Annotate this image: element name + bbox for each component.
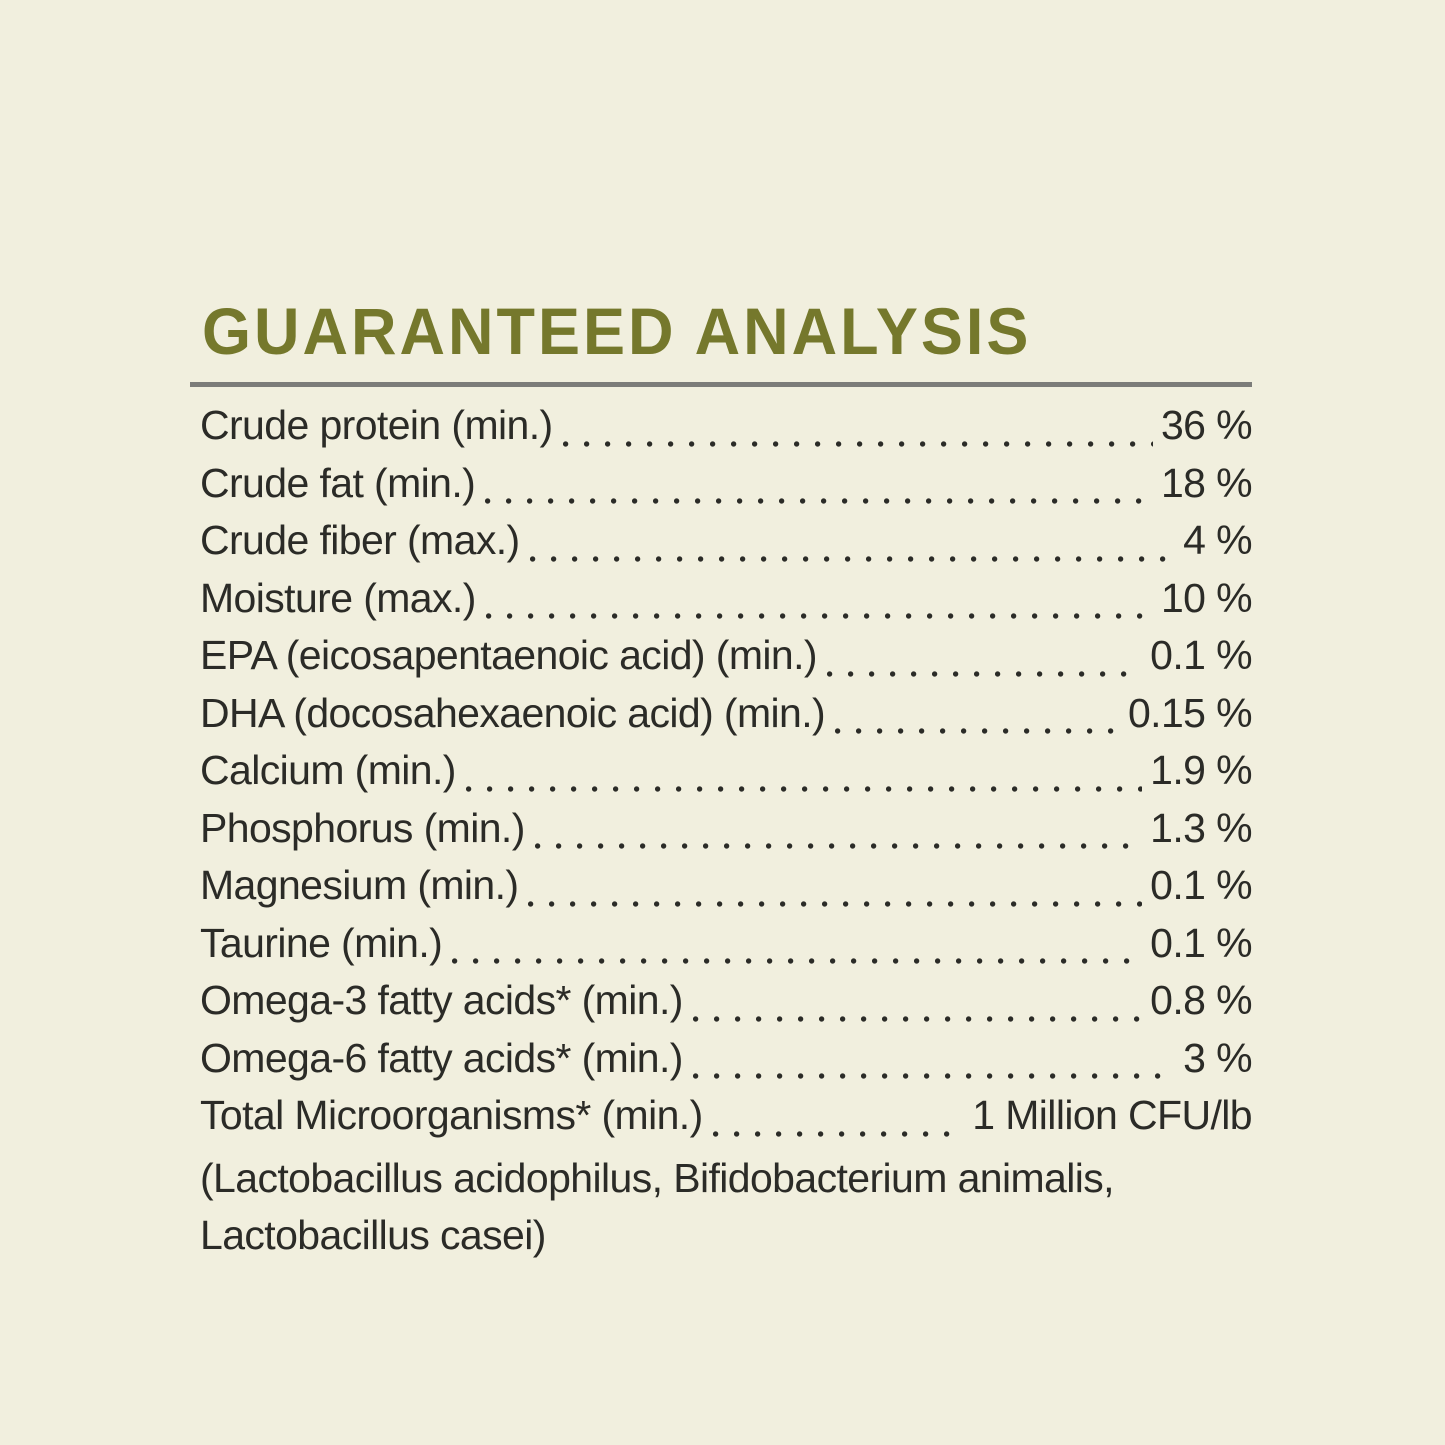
nutrient-value: 1.3 % [1150,804,1252,851]
dot-leader [692,1015,1143,1022]
nutrient-value: 1.9 % [1150,747,1252,793]
dot-leader [465,785,1143,792]
analysis-row: Moisture (max.) 10 % [200,574,1253,633]
nutrient-value: 0.15 % [1127,689,1253,736]
nutrient-label: Moisture (max.) [200,574,476,621]
nutrient-value: 0.1 % [1150,862,1252,908]
nutrient-label: EPA (eicosapentaenoic acid) (min.) [200,632,818,678]
dot-leader [826,670,1143,677]
nutrient-value: 4 % [1183,517,1252,563]
dot-leader [485,498,1153,504]
nutrient-label: Omega-6 fatty acids* (min.) [200,1034,683,1081]
nutrient-value: 18 % [1160,459,1253,506]
title-divider [190,382,1252,387]
nutrient-label: Phosphorus (min.) [200,804,525,851]
dot-leader [562,440,1153,447]
analysis-row: EPA (eicosapentaenoic acid) (min.) 0.1 % [200,632,1253,690]
nutrient-label: Crude fiber (max.) [200,517,520,563]
nutrient-label: Crude protein (min.) [200,402,553,448]
nutrient-value: 0.8 % [1150,977,1252,1023]
nutrient-label: Total Microorganisms* (min.) [200,1092,703,1138]
nutrient-label: DHA (docosahexaenoic acid) (min.) [200,689,826,736]
dot-leader [528,900,1143,907]
analysis-row: Crude fat (min.) 18 % [200,459,1253,518]
analysis-row: Taurine (min.) 0.1 % [200,919,1253,978]
analysis-row: Crude protein (min.) 36 % [200,402,1253,460]
nutrient-value: 0.1 % [1150,919,1252,966]
nutrient-label: Crude fat (min.) [200,459,476,506]
dot-leader [452,958,1143,964]
analysis-row: Total Microorganisms* (min.) 1 Million C… [200,1092,1253,1150]
analysis-table: Crude protein (min.) 36 % Crude fat (min… [190,402,1253,1150]
nutrient-value: 36 % [1160,402,1253,448]
footnote-line: (Lactobacillus acidophilus, Bifidobacter… [200,1154,1115,1201]
nutrient-value: 3 % [1183,1034,1252,1081]
footnote-line: Lactobacillus casei) [200,1212,546,1258]
nutrient-label: Taurine (min.) [200,919,443,966]
dot-leader [529,555,1176,562]
dot-leader [835,728,1120,734]
nutrient-label: Magnesium (min.) [200,862,519,908]
dot-leader [712,1130,965,1137]
dot-leader [692,1073,1176,1079]
nutrient-value: 10 % [1160,574,1253,621]
page-title: GUARANTEED ANALYSIS [202,296,1032,369]
dot-leader [485,613,1153,619]
analysis-row: Magnesium (min.) 0.1 % [200,862,1253,920]
analysis-row: Crude fiber (max.) 4 % [200,517,1253,575]
nutrient-value: 0.1 % [1150,632,1252,678]
guaranteed-analysis-panel: GUARANTEED ANALYSIS Crude protein (min.)… [190,296,1253,1265]
analysis-row: Omega-3 fatty acids* (min.) 0.8 % [200,977,1253,1035]
microorganisms-footnote: (Lactobacillus acidophilus, Bifidobacter… [190,1150,1252,1265]
analysis-row: Calcium (min.) 1.9 % [200,747,1253,805]
nutrient-value: 1 Million CFU/lb [972,1092,1252,1138]
nutrient-label: Calcium (min.) [200,747,456,793]
analysis-row: DHA (docosahexaenoic acid) (min.) 0.15 % [200,689,1253,748]
dot-leader [534,843,1143,849]
nutrient-label: Omega-3 fatty acids* (min.) [200,977,683,1023]
analysis-row: Omega-6 fatty acids* (min.) 3 % [200,1034,1253,1093]
analysis-row: Phosphorus (min.) 1.3 % [200,804,1253,863]
